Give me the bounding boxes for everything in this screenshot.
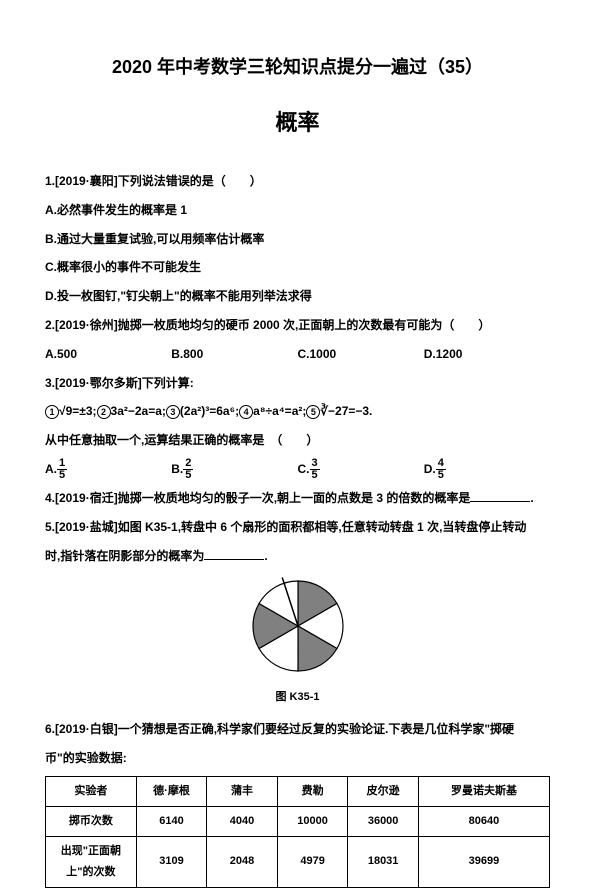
q3-opt-d: D.45 xyxy=(424,458,550,481)
q2-opt-d: D.1200 xyxy=(424,343,550,366)
q3-c-d: 5 xyxy=(310,470,320,481)
table-cell: 2048 xyxy=(207,836,278,887)
q4-period: . xyxy=(530,491,533,505)
q3-b-frac: 25 xyxy=(183,458,193,481)
q3-e4: a⁸÷a⁴=a²; xyxy=(253,404,306,418)
q3-a-frac: 15 xyxy=(57,458,67,481)
table-cell: 出现"正面朝上"的次数 xyxy=(46,836,137,887)
q3-b-label: B. xyxy=(171,462,183,476)
q3-c-label: C. xyxy=(298,462,310,476)
q3-stem: 3.[2019·鄂尔多斯]下列计算: xyxy=(45,372,550,395)
circ-5: 5 xyxy=(306,405,320,419)
q5-text2: 时,指针落在阴影部分的概率为 xyxy=(45,549,204,563)
q3-c-frac: 35 xyxy=(310,458,320,481)
table-header-cell: 蒲丰 xyxy=(207,776,278,806)
table-row: 掷币次数61404040100003600080640 xyxy=(46,806,550,836)
table-cell: 80640 xyxy=(418,806,549,836)
q3-d-label: D. xyxy=(424,462,436,476)
table-body: 掷币次数61404040100003600080640出现"正面朝上"的次数31… xyxy=(46,806,550,887)
q1-opt-d: D.投一枚图钉,"钉尖朝上"的概率不能用列举法求得 xyxy=(45,285,550,308)
q3-a-label: A. xyxy=(45,462,57,476)
q1-opt-c: C.概率很小的事件不可能发生 xyxy=(45,256,550,279)
q2-opt-c: C.1000 xyxy=(298,343,424,366)
q3-e5: ∛−27=−3. xyxy=(320,404,372,418)
q2-opt-a: A.500 xyxy=(45,343,171,366)
q3-e3: (2a²)³=6a⁶; xyxy=(180,404,239,418)
spinner-pie xyxy=(248,576,348,676)
table-cell: 3109 xyxy=(136,836,207,887)
q3-d-d: 5 xyxy=(436,470,446,481)
circ-4: 4 xyxy=(239,405,253,419)
q3-e2: 3a²−2a=a; xyxy=(111,404,166,418)
q1-opt-a: A.必然事件发生的概率是 1 xyxy=(45,199,550,222)
q3-a-d: 5 xyxy=(57,470,67,481)
table-header-row: 实验者德·摩根蒲丰费勒皮尔逊罗曼诺夫斯基 xyxy=(46,776,550,806)
table-cell: 39699 xyxy=(418,836,549,887)
q3-options: A.15 B.25 C.35 D.45 xyxy=(45,458,550,481)
table-header-cell: 实验者 xyxy=(46,776,137,806)
q3-opt-c: C.35 xyxy=(298,458,424,481)
q5-line2: 时,指针落在阴影部分的概率为. xyxy=(45,545,550,568)
q2-stem: 2.[2019·徐州]抛掷一枚质地均匀的硬币 2000 次,正面朝上的次数最有可… xyxy=(45,314,550,337)
q4-stem: 4.[2019·宿迁]抛掷一枚质地均匀的骰子一次,朝上一面的点数是 3 的倍数的… xyxy=(45,487,550,510)
q3-line2: 从中任意抽取一个,运算结果正确的概率是 （ ） xyxy=(45,429,550,452)
q4-blank xyxy=(470,490,530,502)
q4-text: 4.[2019·宿迁]抛掷一枚质地均匀的骰子一次,朝上一面的点数是 3 的倍数的… xyxy=(45,491,470,505)
table-cell: 6140 xyxy=(136,806,207,836)
table-header-cell: 皮尔逊 xyxy=(348,776,419,806)
q2-opt-b: B.800 xyxy=(171,343,297,366)
table-cell: 掷币次数 xyxy=(46,806,137,836)
page-title-1: 2020 年中考数学三轮知识点提分一遍过（35） xyxy=(45,50,550,84)
page-title-2: 概率 xyxy=(45,102,550,144)
q5-period: . xyxy=(264,549,267,563)
q6-line2: 币"的实验数据: xyxy=(45,747,550,770)
circ-1: 1 xyxy=(45,405,59,419)
circ-2: 2 xyxy=(97,405,111,419)
q3-b-d: 5 xyxy=(183,470,193,481)
q1-opt-b: B.通过大量重复试验,可以用频率估计概率 xyxy=(45,228,550,251)
q5-fig-label: 图 K35-1 xyxy=(45,687,550,708)
q3-d-frac: 45 xyxy=(436,458,446,481)
table-cell: 10000 xyxy=(277,806,348,836)
table-header-cell: 德·摩根 xyxy=(136,776,207,806)
circ-3: 3 xyxy=(166,405,180,419)
table-header-cell: 费勒 xyxy=(277,776,348,806)
q3-e1: √9=±3; xyxy=(59,404,97,418)
q3-opt-a: A.15 xyxy=(45,458,171,481)
table-cell: 18031 xyxy=(348,836,419,887)
q5-blank xyxy=(204,548,264,560)
table-header-cell: 罗曼诺夫斯基 xyxy=(418,776,549,806)
q1-stem: 1.[2019·襄阳]下列说法错误的是（ ） xyxy=(45,170,550,193)
q6-line1: 6.[2019·白银]一个猜想是否正确,科学家们要经过反复的实验论证.下表是几位… xyxy=(45,718,550,741)
table-cell: 4040 xyxy=(207,806,278,836)
table-cell: 36000 xyxy=(348,806,419,836)
q3-opt-b: B.25 xyxy=(171,458,297,481)
q6-table: 实验者德·摩根蒲丰费勒皮尔逊罗曼诺夫斯基 掷币次数614040401000036… xyxy=(45,776,550,888)
table-cell: 4979 xyxy=(277,836,348,887)
table-row: 出现"正面朝上"的次数3109204849791803139699 xyxy=(46,836,550,887)
q3-expr: 1√9=±3;23a²−2a=a;3(2a²)³=6a⁶;4a⁸÷a⁴=a²;5… xyxy=(45,400,550,423)
q2-options: A.500 B.800 C.1000 D.1200 xyxy=(45,343,550,366)
q5-figure xyxy=(45,576,550,684)
q5-line1: 5.[2019·盐城]如图 K35-1,转盘中 6 个扇形的面积都相等,任意转动… xyxy=(45,516,550,539)
